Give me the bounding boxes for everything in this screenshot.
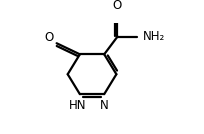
Text: O: O bbox=[113, 0, 122, 12]
Text: NH₂: NH₂ bbox=[143, 30, 165, 43]
Text: O: O bbox=[44, 31, 53, 44]
Text: HN: HN bbox=[69, 99, 86, 112]
Text: N: N bbox=[100, 99, 109, 112]
